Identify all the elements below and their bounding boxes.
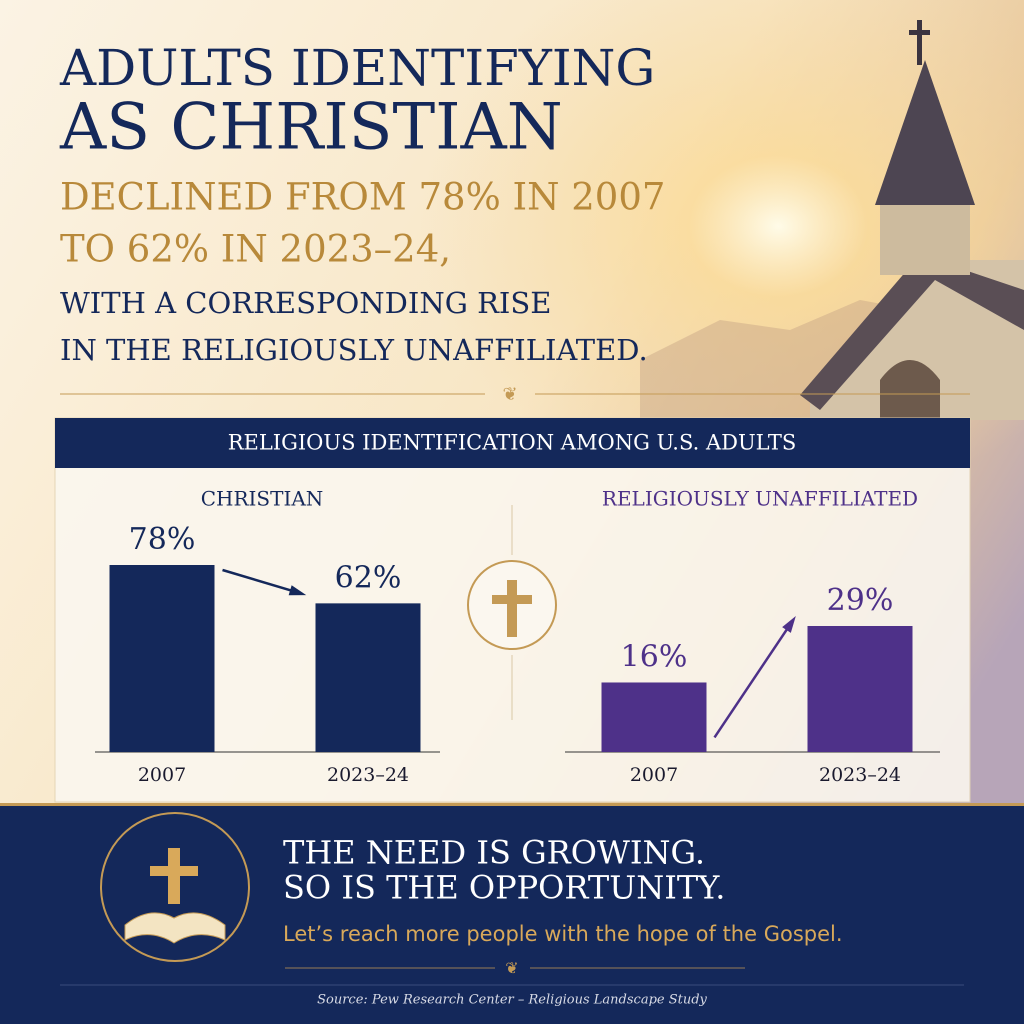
ornament: ❦ — [502, 384, 517, 405]
title-line: AS CHRISTIAN — [59, 91, 563, 165]
subheadline: WITH A CORRESPONDING RISE IN THE RELIGIO… — [60, 286, 648, 367]
trend-arrow — [713, 620, 794, 739]
ornament: ❦ — [505, 959, 518, 978]
church — [800, 20, 1024, 420]
bar — [807, 626, 913, 752]
x-tick-label: 2023–24 — [819, 764, 901, 786]
footer-line: SO IS THE OPPORTUNITY. — [283, 869, 725, 907]
cross-icon — [492, 580, 532, 637]
headline-line: TO 62% IN 2023–24, — [60, 228, 451, 271]
cross-icon — [150, 848, 198, 904]
footer-line: THE NEED IS GROWING. — [283, 834, 705, 872]
panel-header — [55, 418, 970, 468]
subheadline-line: IN THE RELIGIOUSLY UNAFFILIATED. — [60, 333, 648, 367]
footer — [0, 806, 1024, 1024]
x-tick-label: 2023–24 — [327, 764, 409, 786]
footer-message: THE NEED IS GROWING. SO IS THE OPPORTUNI… — [283, 834, 725, 907]
headline: DECLINED FROM 78% IN 2007 TO 62% IN 2023… — [60, 176, 665, 271]
footer-rule — [0, 803, 1024, 806]
bar — [315, 603, 421, 752]
book-icon — [124, 912, 226, 944]
gospel-emblem — [100, 812, 250, 962]
trend-arrow — [222, 568, 301, 595]
value-label: 62% — [335, 560, 402, 595]
arrow-head — [288, 585, 307, 596]
source: Source: Pew Research Center – Religious … — [317, 993, 707, 1008]
chart-title: CHRISTIAN — [201, 487, 324, 511]
title: ADULTS IDENTIFYING AS CHRISTIAN — [59, 39, 655, 165]
tagline: Let’s reach more people with the hope of… — [283, 922, 843, 946]
headline-line: DECLINED FROM 78% IN 2007 — [60, 176, 665, 219]
chart-title: RELIGIOUSLY UNAFFILIATED — [602, 487, 918, 511]
arrow-head — [782, 616, 796, 633]
x-tick-label: 2007 — [138, 764, 186, 786]
subheadline-line: WITH A CORRESPONDING RISE — [60, 286, 551, 320]
bar — [601, 682, 707, 752]
x-tick-label: 2007 — [630, 764, 678, 786]
value-label: 16% — [621, 639, 688, 674]
panel-title: RELIGIOUS IDENTIFICATION AMONG U.S. ADUL… — [228, 431, 797, 455]
value-label: 29% — [827, 583, 894, 618]
value-label: 78% — [129, 522, 196, 557]
title-line: ADULTS IDENTIFYING — [59, 39, 655, 97]
bar — [109, 565, 215, 752]
